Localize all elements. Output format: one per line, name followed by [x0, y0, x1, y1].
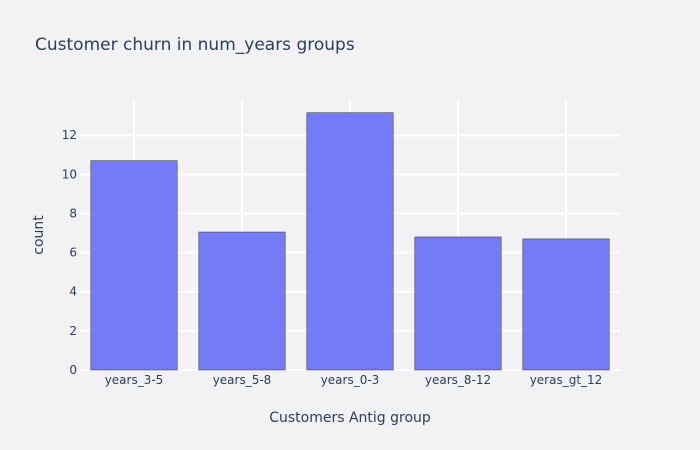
- bar[interactable]: [522, 238, 610, 371]
- x-axis-title: Customers Antig group: [269, 410, 431, 426]
- bars: [90, 112, 610, 371]
- bar[interactable]: [306, 112, 394, 371]
- x-tick-label: years_0-3: [321, 373, 380, 387]
- y-axis-title: count: [31, 215, 47, 255]
- x-axis-ticks: years_3-5 years_5-8 years_0-3 years_8-12 yer…: [105, 373, 603, 387]
- y-tick-label: 10: [62, 167, 77, 181]
- bar[interactable]: [90, 160, 178, 371]
- bar[interactable]: [198, 231, 286, 371]
- y-tick-label: 0: [69, 363, 77, 377]
- bar[interactable]: [414, 236, 502, 371]
- x-tick-label: years_3-5: [105, 373, 164, 387]
- y-tick-label: 6: [69, 246, 77, 260]
- y-tick-label: 12: [62, 128, 77, 142]
- x-tick-label: yeras_gt_12: [530, 373, 603, 387]
- x-tick-label: years_5-8: [213, 373, 272, 387]
- y-tick-label: 2: [69, 324, 77, 338]
- y-axis-ticks: 0 2 4 6 8 10 12: [62, 128, 77, 377]
- y-tick-label: 8: [69, 206, 77, 220]
- y-tick-label: 4: [69, 285, 77, 299]
- x-tick-label: years_8-12: [425, 373, 491, 387]
- chart-title: Customer churn in num_years groups: [35, 35, 355, 55]
